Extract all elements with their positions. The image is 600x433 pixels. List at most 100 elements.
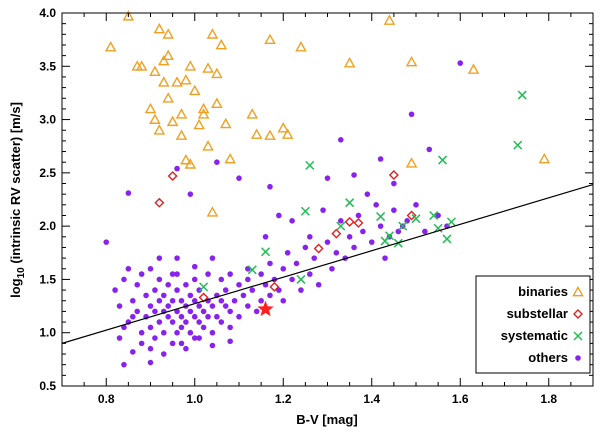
legend-marker-binaries — [572, 285, 584, 297]
legend-marker-substellar — [573, 309, 583, 319]
point-binaries — [162, 92, 174, 103]
point-others — [125, 265, 132, 272]
point-others — [130, 313, 136, 320]
point-others — [165, 281, 171, 288]
point-others — [174, 255, 180, 261]
point-others — [209, 329, 216, 336]
point-systematic — [376, 212, 386, 222]
point-substellar — [269, 281, 280, 292]
point-binaries — [215, 38, 228, 50]
point-others — [329, 265, 335, 272]
point-others — [227, 338, 233, 345]
point-others — [191, 313, 198, 320]
point-binaries — [202, 62, 214, 73]
point-systematic — [300, 206, 310, 216]
point-others — [408, 111, 415, 118]
point-systematic — [199, 282, 209, 292]
point-others — [130, 297, 136, 304]
point-others — [324, 175, 331, 181]
point-binaries — [104, 41, 117, 52]
point-others — [174, 165, 180, 172]
point-others — [280, 265, 287, 272]
point-others — [156, 319, 163, 325]
point-substellar — [167, 171, 178, 182]
point-binaries — [246, 108, 259, 119]
point-binaries — [281, 128, 294, 139]
point-systematic — [429, 210, 439, 221]
legend-marker-others — [575, 355, 581, 361]
point-systematic — [296, 274, 306, 284]
point-others — [196, 287, 202, 293]
y-tick-label: 1.0 — [39, 326, 56, 340]
point-others — [147, 345, 154, 352]
x-tick-label: 1.2 — [275, 392, 292, 406]
point-others — [174, 287, 180, 293]
point-others — [422, 228, 428, 235]
point-others — [116, 303, 123, 309]
point-systematic — [305, 160, 315, 170]
point-others — [315, 281, 322, 288]
point-others — [457, 60, 464, 66]
point-binaries — [153, 22, 166, 34]
point-others — [227, 324, 233, 331]
point-others — [298, 287, 304, 293]
point-others — [121, 324, 127, 331]
x-tick-label: 0.8 — [98, 392, 115, 406]
point-others — [320, 207, 326, 213]
point-binaries — [202, 140, 214, 151]
point-others — [284, 249, 291, 256]
point-binaries — [211, 97, 223, 108]
point-others — [187, 308, 194, 315]
point-others — [364, 191, 371, 197]
point-others — [183, 281, 189, 288]
point-others — [152, 287, 158, 293]
point-others — [236, 281, 242, 288]
point-others — [187, 329, 194, 336]
point-binaries — [197, 108, 210, 119]
point-others — [355, 212, 362, 219]
point-binaries — [162, 49, 174, 61]
legend-label-others: others — [528, 350, 568, 365]
point-others — [200, 308, 207, 315]
point-others — [174, 271, 180, 277]
point-others — [125, 190, 132, 196]
point-others — [196, 335, 202, 341]
point-others — [280, 297, 287, 304]
highlight-sun-star — [257, 300, 274, 317]
point-systematic — [411, 214, 421, 224]
legend: binaries substellar systematic others — [475, 275, 591, 374]
point-others — [134, 281, 141, 288]
point-binaries — [295, 41, 307, 52]
point-systematic — [384, 231, 394, 241]
y-tick-label: 2.5 — [39, 166, 56, 180]
point-systematic — [517, 90, 527, 100]
point-others — [307, 271, 313, 277]
point-others — [267, 260, 273, 267]
legend-items: binaries substellar systematic others — [501, 284, 584, 365]
point-others — [138, 271, 145, 277]
point-others — [152, 335, 158, 341]
point-binaries — [224, 152, 236, 164]
x-tick-label: 1.4 — [363, 392, 380, 406]
point-others — [156, 297, 163, 304]
point-others — [249, 287, 256, 293]
point-others — [391, 180, 397, 187]
point-binaries — [467, 63, 480, 74]
point-binaries — [144, 102, 157, 114]
point-others — [351, 172, 357, 178]
point-others — [156, 276, 163, 283]
point-others — [130, 349, 136, 355]
point-others — [191, 335, 198, 341]
point-others — [183, 319, 189, 325]
point-others — [214, 313, 220, 320]
point-systematic — [433, 223, 443, 233]
point-others — [413, 202, 419, 208]
point-binaries — [180, 154, 192, 165]
point-binaries — [171, 76, 183, 87]
point-others — [178, 297, 185, 304]
point-binaries — [206, 28, 219, 39]
point-systematic — [261, 247, 271, 257]
point-others — [253, 308, 260, 315]
point-others — [200, 324, 207, 331]
